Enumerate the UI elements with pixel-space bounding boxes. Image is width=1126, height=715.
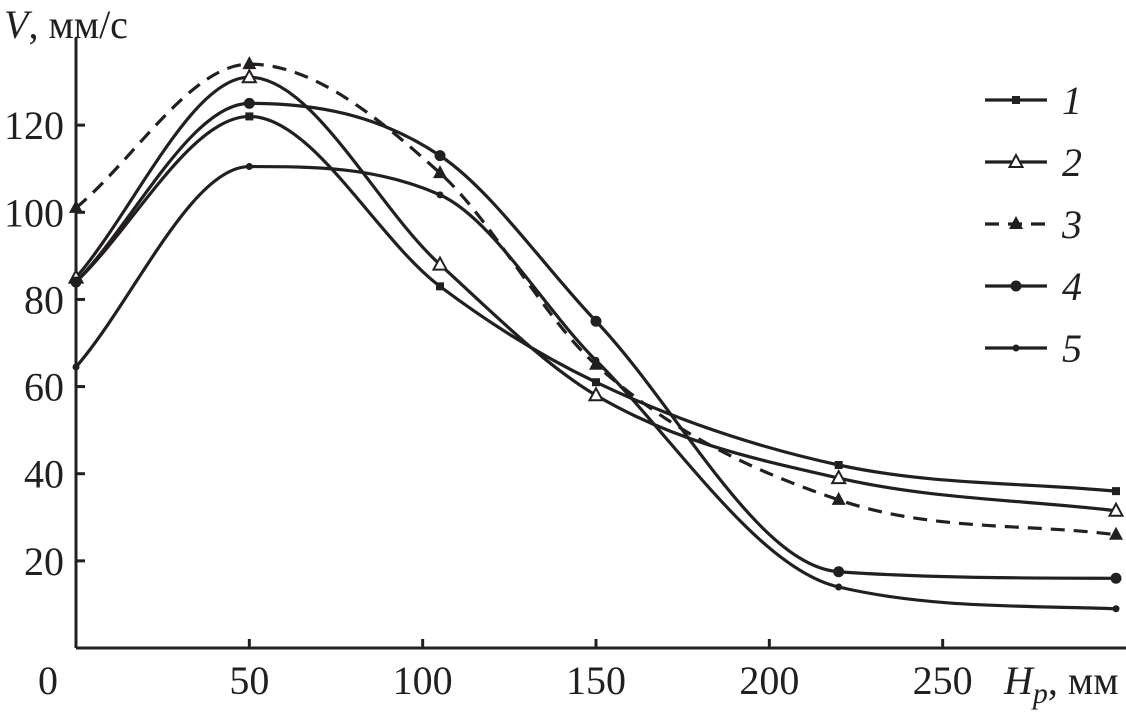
data-point-1 <box>592 378 600 387</box>
legend-marker-5 <box>1012 344 1020 352</box>
legend-entry-2: 2 <box>985 140 1082 185</box>
legend-entry-4: 4 <box>985 264 1082 309</box>
axes <box>74 38 1126 650</box>
data-point-4 <box>833 566 845 578</box>
data-point-4 <box>1110 572 1122 584</box>
series-1 <box>72 112 1120 496</box>
ticks: 0 50 100 150 200 250 20 40 60 80 100 120 <box>4 103 973 703</box>
y-axis-title: V, мм/с <box>4 2 128 47</box>
legend-marker-4 <box>1010 280 1022 292</box>
legend-label-4: 4 <box>1062 264 1082 309</box>
data-point-2 <box>587 386 605 402</box>
x-tick-label: 100 <box>393 658 453 703</box>
legend-entry-1: 1 <box>985 78 1082 123</box>
series-layer <box>67 56 1125 613</box>
series-line-5 <box>74 164 1117 611</box>
data-point-3 <box>1109 526 1123 540</box>
legend-label-2: 2 <box>1062 140 1082 185</box>
series-line-1 <box>74 114 1117 493</box>
y-tick-label: 60 <box>24 365 64 410</box>
series-line-3 <box>74 62 1117 537</box>
y-tick-label: 80 <box>24 277 64 322</box>
legend-marker-1 <box>1012 96 1020 104</box>
x-axis-symbol: H <box>1003 658 1035 703</box>
legend-marker-3 <box>1009 216 1023 229</box>
data-point-4 <box>590 315 602 327</box>
series-2 <box>67 68 1125 517</box>
data-point-2 <box>241 68 258 84</box>
legend-label-1: 1 <box>1062 78 1082 123</box>
series-5 <box>72 163 1120 613</box>
data-point-3 <box>831 491 846 505</box>
data-point-3 <box>69 199 83 213</box>
y-tick-label: 120 <box>4 103 64 148</box>
y-axis-symbol: V <box>4 2 33 47</box>
legend-label-5: 5 <box>1062 326 1082 371</box>
data-point-1 <box>436 282 444 291</box>
series-3 <box>69 56 1123 540</box>
data-point-5 <box>835 583 843 591</box>
data-point-2 <box>431 255 449 271</box>
x-axis-unit: , мм <box>1048 658 1119 703</box>
data-point-4 <box>434 150 446 162</box>
legend-marker-2 <box>1007 152 1025 168</box>
data-point-5 <box>72 363 80 371</box>
data-point-2 <box>1107 501 1125 517</box>
data-point-2 <box>830 468 847 485</box>
data-point-1 <box>245 112 254 121</box>
legend: 1 2 3 4 5 <box>985 78 1082 371</box>
series-line-4 <box>74 101 1117 580</box>
series-line-2 <box>74 75 1117 513</box>
x-axis-title: Hp, мм <box>1003 658 1119 710</box>
y-tick-label: 100 <box>4 190 64 235</box>
data-point-5 <box>592 356 600 364</box>
x-tick-label: 50 <box>229 658 269 703</box>
legend-label-3: 3 <box>1061 202 1082 247</box>
x-tick-label: 200 <box>739 658 799 703</box>
x-tick-label: 0 <box>38 658 58 703</box>
y-axis-unit: , мм/с <box>28 2 128 47</box>
data-point-5 <box>1112 605 1120 613</box>
x-tick-label: 250 <box>913 658 973 703</box>
data-point-5 <box>245 163 253 171</box>
data-point-1 <box>834 461 843 469</box>
y-tick-label: 40 <box>24 452 64 497</box>
x-tick-label: 150 <box>566 658 626 703</box>
series-4 <box>70 97 1122 584</box>
data-point-1 <box>1112 487 1120 496</box>
y-tick-label: 20 <box>24 539 64 584</box>
data-point-5 <box>436 191 444 199</box>
data-point-4 <box>243 97 255 109</box>
x-axis-subscript: p <box>1031 677 1048 710</box>
legend-entry-5: 5 <box>985 326 1082 371</box>
data-point-3 <box>242 56 257 70</box>
legend-entry-3: 3 <box>985 202 1082 247</box>
data-point-4 <box>70 276 82 288</box>
data-point-3 <box>433 165 447 179</box>
